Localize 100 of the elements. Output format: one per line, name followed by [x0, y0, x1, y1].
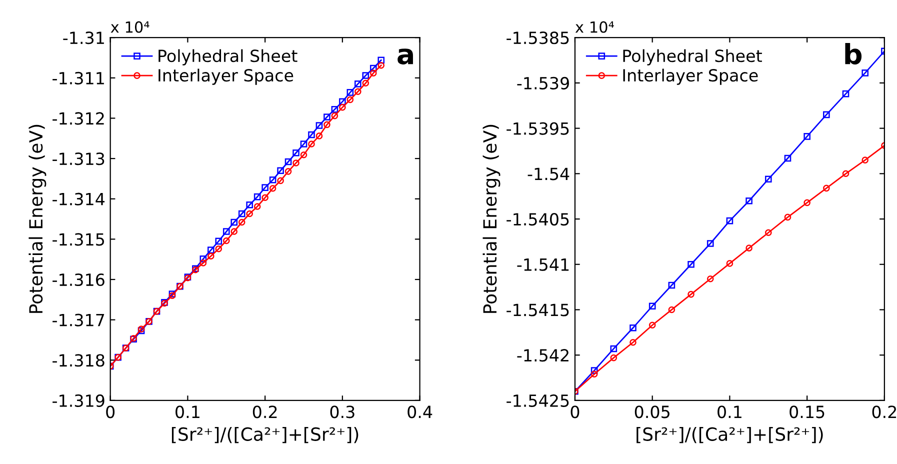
- point: [277, 177, 284, 184]
- point: [764, 176, 772, 182]
- y-tick-label: -1.5415: [506, 304, 569, 316]
- point: [200, 256, 207, 262]
- point: [292, 160, 300, 166]
- annotation: b: [845, 43, 862, 65]
- y-tick-label: -1.54: [528, 168, 570, 180]
- point: [331, 106, 338, 113]
- legend-label: Polyhedral Sheet: [623, 49, 762, 66]
- point: [842, 90, 850, 98]
- y-axis-title: Potential Energy (eV): [482, 124, 500, 313]
- point: [823, 111, 830, 118]
- text: x 10⁴: [110, 21, 150, 33]
- point: [230, 228, 238, 235]
- y-axis-title: Potential Energy (eV): [28, 124, 46, 313]
- point: [316, 132, 323, 140]
- y-tick-label: -1.5425: [506, 394, 569, 407]
- point: [610, 345, 618, 352]
- point: [784, 214, 792, 221]
- point: [324, 121, 330, 128]
- point: [764, 229, 772, 236]
- point: [648, 302, 656, 310]
- y-tick-label: -1.318: [52, 354, 104, 367]
- point: [346, 89, 354, 96]
- y-tick-label: -1.319: [52, 394, 104, 407]
- point: [277, 167, 284, 174]
- y-tick-label: -1.316: [52, 273, 104, 286]
- point: [804, 199, 810, 206]
- x-tick-label: 0.15: [790, 406, 824, 418]
- x-axis-title: [Sr²⁺]/([Ca²⁺]+[Sr²⁺]): [172, 426, 358, 444]
- point: [300, 152, 308, 158]
- point: [238, 218, 246, 226]
- x-tick-label: 0.05: [634, 406, 670, 418]
- point: [222, 228, 230, 235]
- point: [269, 184, 276, 192]
- point: [706, 240, 714, 247]
- point: [370, 70, 377, 76]
- legend-label: Interlayer Space: [623, 68, 758, 85]
- point: [688, 290, 694, 298]
- point: [284, 168, 292, 175]
- point: [362, 80, 370, 87]
- point: [254, 203, 261, 210]
- point: [300, 140, 308, 148]
- point: [862, 156, 869, 164]
- y-tick-label: -1.317: [52, 314, 104, 326]
- point: [784, 154, 792, 162]
- point: [339, 104, 346, 111]
- x-axis-title: [Sr²⁺]/([Ca²⁺]+[Sr²⁺]): [636, 426, 823, 444]
- point: [378, 62, 385, 69]
- legend-label: Interlayer Space: [158, 68, 294, 85]
- point: [590, 367, 598, 374]
- point: [269, 176, 276, 184]
- point: [308, 131, 315, 138]
- point: [246, 210, 253, 218]
- point: [215, 245, 222, 252]
- y-tick-label: -1.541: [517, 258, 569, 271]
- y-tick-label: -1.539: [517, 76, 569, 90]
- point: [378, 56, 385, 64]
- point: [316, 122, 323, 129]
- point: [823, 184, 830, 192]
- point: [230, 218, 238, 226]
- point: [238, 210, 246, 218]
- annotation: a: [398, 48, 413, 65]
- point: [746, 197, 752, 204]
- point: [200, 260, 207, 266]
- point: [208, 246, 214, 254]
- x-tick-label: 0.1: [718, 406, 742, 418]
- point: [324, 114, 330, 120]
- point: [726, 217, 734, 224]
- point: [284, 158, 292, 166]
- legend-label: Polyhedral Sheet: [158, 49, 298, 66]
- point: [262, 184, 268, 191]
- point: [292, 149, 300, 156]
- point: [804, 133, 810, 140]
- x-tick-label: 0: [106, 406, 115, 418]
- x-tick-label: 0: [570, 406, 580, 418]
- point: [648, 322, 656, 329]
- x-tick-label: 0.2: [252, 406, 277, 418]
- point: [668, 306, 676, 314]
- y-tick-label: -1.5405: [506, 212, 569, 226]
- y-tick-label: -1.5385: [506, 32, 569, 44]
- point: [842, 170, 850, 178]
- point: [308, 140, 315, 148]
- point: [630, 324, 636, 332]
- y-tick-label: -1.315: [52, 233, 104, 246]
- point: [262, 194, 268, 202]
- x-tick-label: 0.4: [408, 406, 432, 418]
- point: [208, 252, 214, 260]
- point: [610, 354, 618, 362]
- x-tick-label: 0.1: [176, 406, 200, 418]
- point: [726, 260, 734, 267]
- y-tick-label: -1.311: [52, 72, 104, 84]
- point: [688, 260, 694, 268]
- point: [746, 244, 752, 252]
- point: [346, 96, 354, 104]
- x-tick-label: 0.2: [872, 406, 896, 418]
- y-tick-label: -1.5395: [506, 122, 569, 135]
- point: [706, 275, 714, 282]
- point: [331, 112, 338, 120]
- point: [354, 80, 362, 88]
